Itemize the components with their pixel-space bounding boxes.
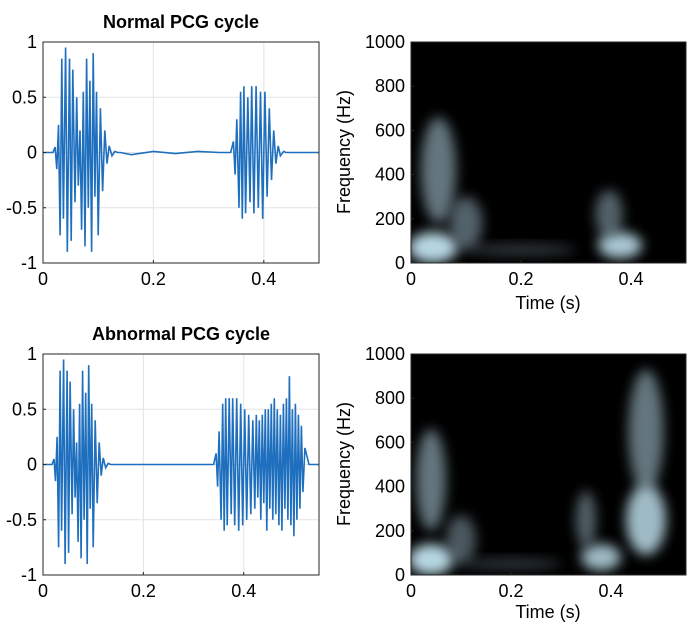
normal-pcg-ytick-label-3: -0.5: [6, 198, 37, 218]
abnormal-pcg-title: Abnormal PCG cycle: [92, 324, 270, 344]
abnormal-pcg-ytick-label-0: 1: [27, 344, 37, 364]
normal-spectrogram-ytick-label-4: 800: [375, 76, 405, 96]
abnormal-spectrogram-ytick-label-2: 400: [375, 477, 405, 497]
normal-pcg-trace: [43, 47, 319, 252]
normal-spectrogram-ytick-label-1: 200: [375, 209, 405, 229]
normal-spectrogram-energy-region-1: [411, 232, 458, 263]
abnormal-pcg-xtick-label-1: 0.2: [131, 581, 156, 601]
normal-spectrogram-ytick-label-2: 400: [375, 165, 405, 185]
abnormal-pcg-spectrogram-panel: 0 0.2 0.4 0 200 400 600 800 1000 Time (s) Freque…: [334, 344, 687, 622]
abnormal-spectrogram-energy-region-1: [411, 544, 454, 575]
normal-pcg-spectrogram-panel: 0 0.2 0.4 0 200 400 600 800 1000 Time (s) Freque…: [334, 32, 687, 313]
normal-spectrogram-xtick-label-0: 0: [406, 269, 416, 289]
abnormal-pcg-ytick-label-2: 0: [27, 455, 37, 475]
abnormal-spectrogram-axes-box: [410, 353, 687, 576]
abnormal-spectrogram-energy: [411, 369, 666, 575]
normal-pcg-ytick-label-0: 1: [27, 32, 37, 52]
abnormal-spectrogram-energy-region-7: [628, 369, 664, 494]
normal-spectrogram-energy-region-2: [449, 196, 483, 250]
normal-spectrogram-energy-region-0: [420, 117, 457, 224]
normal-spectrogram-energy-region-5: [595, 190, 623, 239]
abnormal-spectrogram-energy-region-6: [626, 484, 666, 556]
normal-pcg-ticks: 0 0.2 0.4 1 0.5 0 -0.5 -1: [6, 32, 276, 289]
abnormal-spectrogram-energy-region-4: [581, 544, 621, 571]
abnormal-pcg-ticks: 0 0.2 0.4 1 0.5 0 -0.5 -1: [6, 344, 256, 601]
normal-spectrogram-ticks: 0 0.2 0.4 0 200 400 600 800 1000: [365, 32, 644, 289]
abnormal-spectrogram-energy-region-5: [576, 491, 596, 549]
normal-pcg-xtick-label-2: 0.4: [251, 269, 276, 289]
abnormal-spectrogram-ytick-label-1: 200: [375, 521, 405, 541]
normal-spectrogram-ylabel: Frequency (Hz): [334, 90, 354, 214]
normal-spectrogram-energy-region-4: [598, 232, 642, 259]
abnormal-spectrogram-ticks: 0 0.2 0.4 0 200 400 600 800 1000: [365, 344, 624, 601]
normal-spectrogram-ytick-label-5: 1000: [365, 32, 405, 52]
normal-spectrogram-xtick-label-1: 0.2: [508, 269, 533, 289]
normal-pcg-waveform-panel: Normal PCG cycle 0 0.2 0.4 1 0.5 0 -0.5 -1: [6, 12, 320, 289]
abnormal-spectrogram-energy-region-0: [416, 429, 446, 531]
normal-spectrogram-ytick-label-3: 600: [375, 120, 405, 140]
abnormal-pcg-ytick-label-1: 0.5: [12, 399, 37, 419]
abnormal-spectrogram-xtick-label-1: 0.2: [498, 581, 523, 601]
normal-pcg-ytick-label-2: 0: [27, 143, 37, 163]
normal-pcg-title: Normal PCG cycle: [103, 12, 259, 32]
normal-spectrogram-energy-region-3: [466, 244, 576, 256]
abnormal-pcg-ytick-label-4: -1: [21, 565, 37, 585]
normal-spectrogram-axes-box: [410, 41, 687, 264]
abnormal-spectrogram-ytick-label-0: 0: [395, 565, 405, 585]
normal-spectrogram-energy: [411, 117, 642, 263]
normal-spectrogram-xlabel: Time (s): [515, 293, 580, 313]
abnormal-spectrogram-xtick-label-0: 0: [406, 581, 416, 601]
abnormal-spectrogram-xtick-label-2: 0.4: [598, 581, 623, 601]
abnormal-spectrogram-energy-region-2: [446, 515, 476, 564]
abnormal-spectrogram-ytick-label-4: 800: [375, 388, 405, 408]
abnormal-pcg-xtick-label-0: 0: [38, 581, 48, 601]
abnormal-spectrogram-ytick-label-3: 600: [375, 432, 405, 452]
abnormal-spectrogram-xlabel: Time (s): [515, 602, 580, 622]
abnormal-spectrogram-ylabel: Frequency (Hz): [334, 402, 354, 526]
abnormal-pcg-xtick-label-2: 0.4: [231, 581, 256, 601]
normal-spectrogram-ytick-label-0: 0: [395, 253, 405, 273]
normal-spectrogram-xtick-label-2: 0.4: [618, 269, 643, 289]
abnormal-spectrogram-ytick-label-5: 1000: [365, 344, 405, 364]
normal-pcg-ytick-label-4: -1: [21, 253, 37, 273]
abnormal-pcg-trace: [43, 359, 319, 565]
abnormal-spectrogram-energy-region-3: [461, 558, 561, 570]
normal-pcg-ytick-label-1: 0.5: [12, 87, 37, 107]
normal-pcg-xtick-label-1: 0.2: [141, 269, 166, 289]
abnormal-pcg-waveform-panel: Abnormal PCG cycle 0 0.2 0.4 1 0.5 0 -0.5 -1: [6, 324, 320, 601]
normal-pcg-xtick-label-0: 0: [38, 269, 48, 289]
abnormal-pcg-ytick-label-3: -0.5: [6, 510, 37, 530]
